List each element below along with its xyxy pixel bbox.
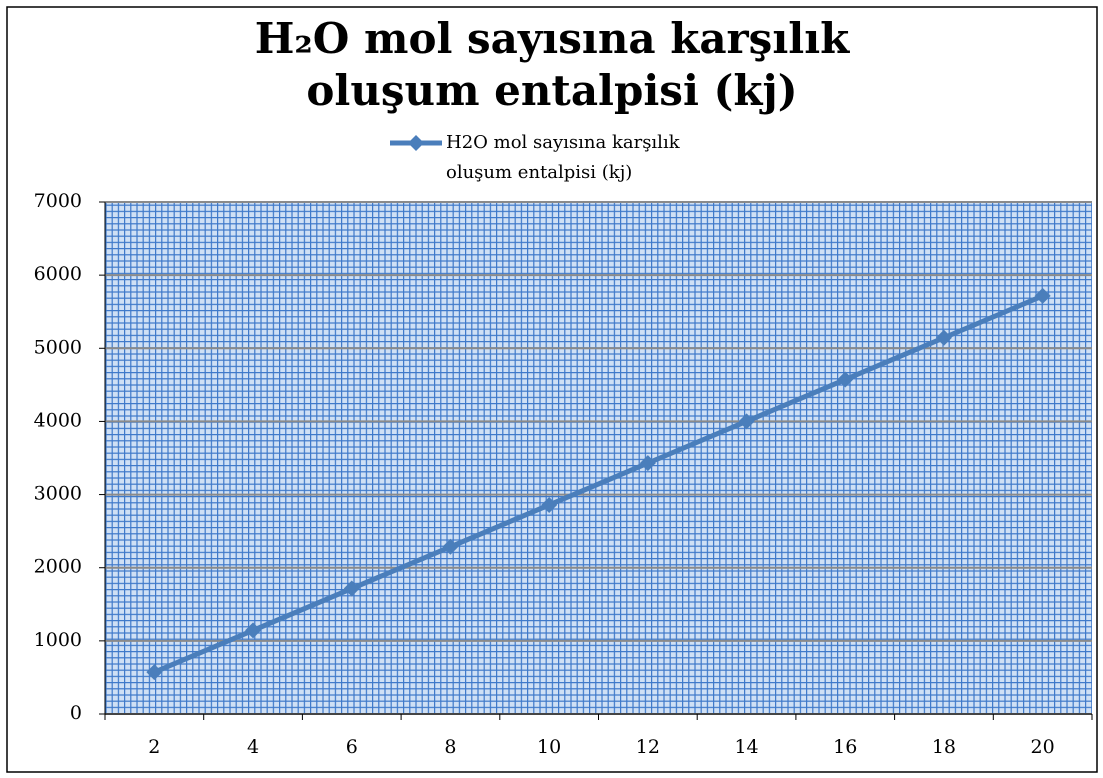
y-tick-label: 6000 <box>34 263 82 285</box>
x-tick-label: 16 <box>833 736 857 758</box>
x-tick-label: 6 <box>346 736 358 758</box>
series-line <box>153 293 1044 675</box>
y-tick-label: 3000 <box>34 483 82 505</box>
x-tick-label: 2 <box>148 736 160 758</box>
x-tick-label: 10 <box>537 736 561 758</box>
x-tick-label: 20 <box>1031 736 1055 758</box>
data-point <box>639 455 656 472</box>
y-tick-label: 2000 <box>34 556 82 578</box>
x-tick-label: 8 <box>444 736 456 758</box>
x-tick-label: 14 <box>734 736 758 758</box>
data-point <box>837 371 854 388</box>
data-point <box>1034 287 1051 304</box>
x-tick-label: 18 <box>932 736 956 758</box>
y-tick-label: 7000 <box>34 190 82 212</box>
legend-label: H2O mol sayısına karşılık oluşum entalpis… <box>446 132 681 183</box>
data-point <box>146 664 163 681</box>
chart-title: H₂O mol sayısına karşılık oluşum entalpis… <box>255 14 850 115</box>
plot-area <box>105 202 1092 714</box>
legend-marker <box>408 135 424 151</box>
data-point <box>245 622 262 639</box>
data-point <box>442 538 459 555</box>
data-point <box>935 329 952 346</box>
data-point <box>738 413 755 430</box>
data-point <box>541 496 558 513</box>
x-tick-label: 4 <box>247 736 259 758</box>
y-tick-label: 1000 <box>34 629 82 651</box>
x-tick-label: 12 <box>636 736 660 758</box>
y-tick-label: 0 <box>70 702 82 724</box>
y-tick-label: 4000 <box>34 409 82 431</box>
y-tick-label: 5000 <box>34 336 82 358</box>
data-point <box>343 580 360 597</box>
